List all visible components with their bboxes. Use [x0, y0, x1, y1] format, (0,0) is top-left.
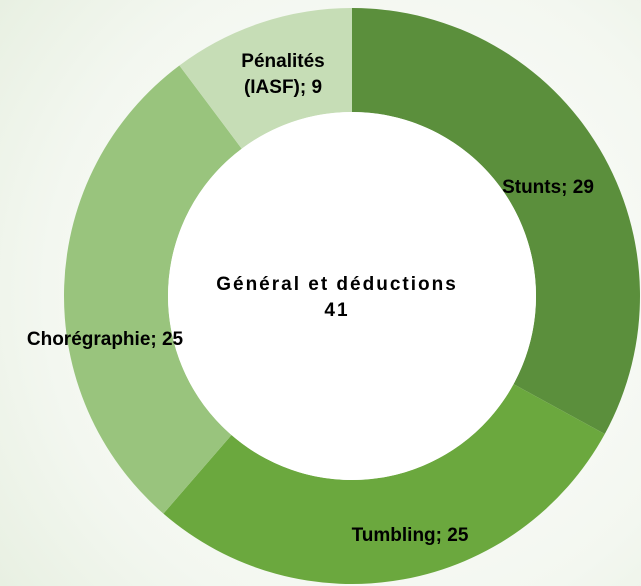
center-value: 41: [216, 298, 458, 324]
chart: Général et déductions 41 Stunts; 29 Tumbl…: [0, 0, 641, 586]
data-label: Stunts; 29: [502, 175, 594, 201]
data-label: Tumbling; 25: [352, 523, 469, 549]
data-label: Chorégraphie; 25: [27, 327, 183, 353]
data-label: Pénalités (IASF); 9: [228, 49, 338, 101]
center-text: Général et déductions: [216, 272, 458, 298]
center-label: Général et déductions 41: [216, 272, 458, 324]
